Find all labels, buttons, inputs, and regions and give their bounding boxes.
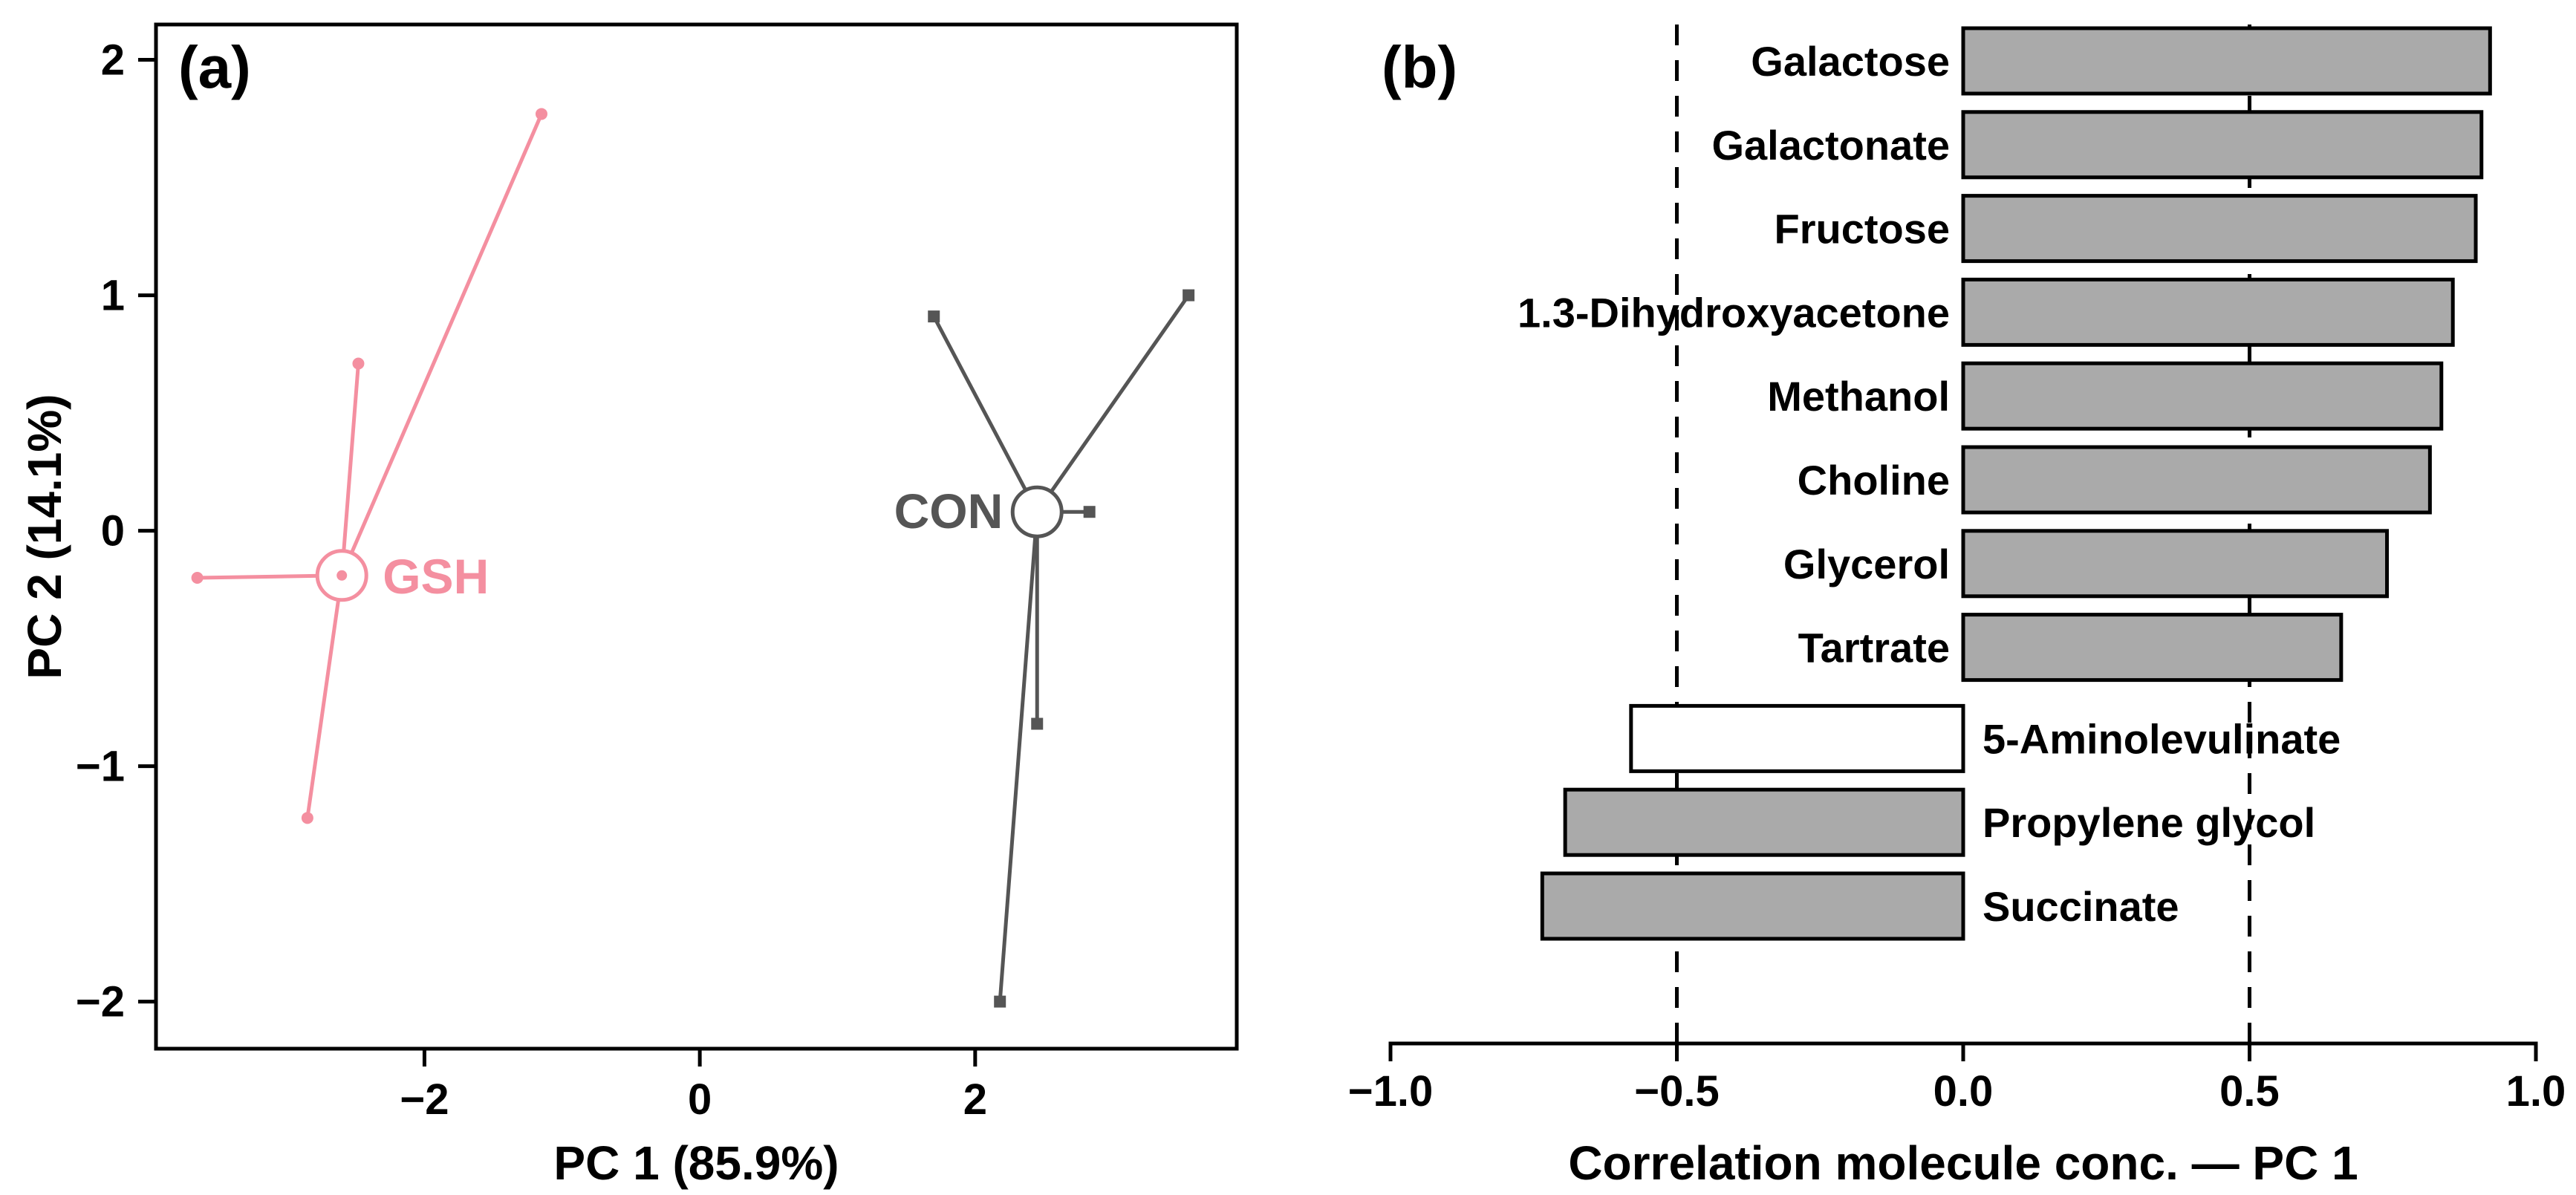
con-spoke-line — [1035, 294, 1191, 513]
con-data-point — [928, 310, 940, 323]
correlation-bar — [1540, 871, 1965, 941]
pca-panel: (a) GSH CON −2 0 2 −2 −1 0 1 2 PC 1 (85.9%) PC … — [18, 22, 1239, 1190]
con-spoke-line — [932, 315, 1039, 513]
panel-a-label: (a) — [178, 34, 251, 100]
correlation-bar — [1563, 787, 1965, 857]
x-tick-label: −1.0 — [1348, 1067, 1434, 1116]
x-tick-label: 2 — [963, 1075, 987, 1124]
correlation-bar — [1961, 361, 2444, 431]
con-data-point — [994, 995, 1006, 1008]
y-tick-label: −2 — [76, 978, 125, 1026]
x-tick-label: 0.5 — [2219, 1067, 2280, 1116]
correlation-bar — [1961, 613, 2344, 683]
y-tick-label: 1 — [101, 272, 125, 320]
x-tick-label: 1.0 — [2506, 1067, 2566, 1116]
correlation-x-axis: −1.0 −0.5 0.0 0.5 1.0 — [1348, 1041, 2566, 1116]
con-group-label: CON — [894, 483, 1004, 538]
correlation-bar — [1961, 445, 2432, 515]
pca-x-ticks: −2 0 2 — [400, 1049, 987, 1124]
panel-b-label: (b) — [1382, 34, 1457, 100]
gsh-data-point — [535, 108, 547, 120]
con-data-point — [1083, 506, 1096, 518]
pca-plot-frame — [154, 22, 1239, 1051]
correlation-bar — [1629, 703, 1965, 773]
gsh-group-label: GSH — [383, 549, 489, 604]
bar-label: Choline — [1798, 457, 1950, 504]
x-tick-label: −0.5 — [1634, 1067, 1720, 1116]
y-tick-label: 0 — [101, 507, 125, 556]
pca-y-axis-label: PC 2 (14.1%) — [18, 394, 71, 679]
correlation-bar — [1961, 194, 2478, 264]
correlation-bars — [1540, 26, 2492, 941]
y-tick-label: 2 — [101, 36, 125, 85]
pca-x-axis-label: PC 1 (85.9%) — [553, 1136, 839, 1190]
pca-spoke-lines — [197, 113, 1191, 1002]
gsh-centroid-dot — [336, 570, 348, 581]
gsh-data-point — [301, 812, 313, 824]
bar-label: Fructose — [1775, 206, 1951, 253]
bar-labels: Galactose Galactonate Fructose 1.3-Dihydrox… — [1518, 38, 2341, 930]
correlation-bar — [1961, 110, 2484, 180]
correlation-bar — [1961, 277, 2455, 347]
x-tick-label: −2 — [400, 1075, 449, 1124]
x-tick-label: 0.0 — [1933, 1067, 1994, 1116]
bar-label: Succinate — [1983, 883, 2179, 930]
bar-label: Methanol — [1767, 373, 1950, 420]
gsh-spoke-line — [339, 363, 360, 576]
bar-label: Propylene glycol — [1983, 799, 2315, 846]
correlation-bar — [1961, 26, 2492, 96]
con-data-point — [1031, 717, 1044, 730]
gsh-data-point — [352, 357, 365, 370]
con-centroid — [1010, 485, 1064, 538]
con-data-point — [1183, 289, 1195, 302]
bar-label: 1.3-Dihydroxyacetone — [1518, 289, 1950, 336]
bar-label: Galactonate — [1711, 122, 1950, 169]
correlation-x-axis-label: Correlation molecule conc. — PC 1 — [1568, 1136, 2358, 1190]
x-tick-label: 0 — [688, 1075, 712, 1124]
y-tick-label: −1 — [76, 743, 125, 791]
pca-y-ticks: −2 −1 0 1 2 — [76, 36, 156, 1026]
correlation-bar — [1961, 529, 2390, 599]
pca-markers: GSH CON — [191, 108, 1195, 1008]
con-spoke-line — [998, 512, 1039, 1002]
bar-label: Glycerol — [1783, 541, 1950, 587]
gsh-data-point — [191, 571, 204, 584]
bar-label: Galactose — [1751, 38, 1950, 85]
gsh-spoke-line — [339, 113, 544, 576]
bar-label: Tartrate — [1798, 625, 1950, 671]
gsh-spoke-line — [305, 575, 344, 818]
bar-label: 5-Aminolevulinate — [1983, 715, 2341, 762]
correlation-panel: (b) Galactose Galactonate Fructose 1.3-Dihy… — [1348, 25, 2566, 1190]
